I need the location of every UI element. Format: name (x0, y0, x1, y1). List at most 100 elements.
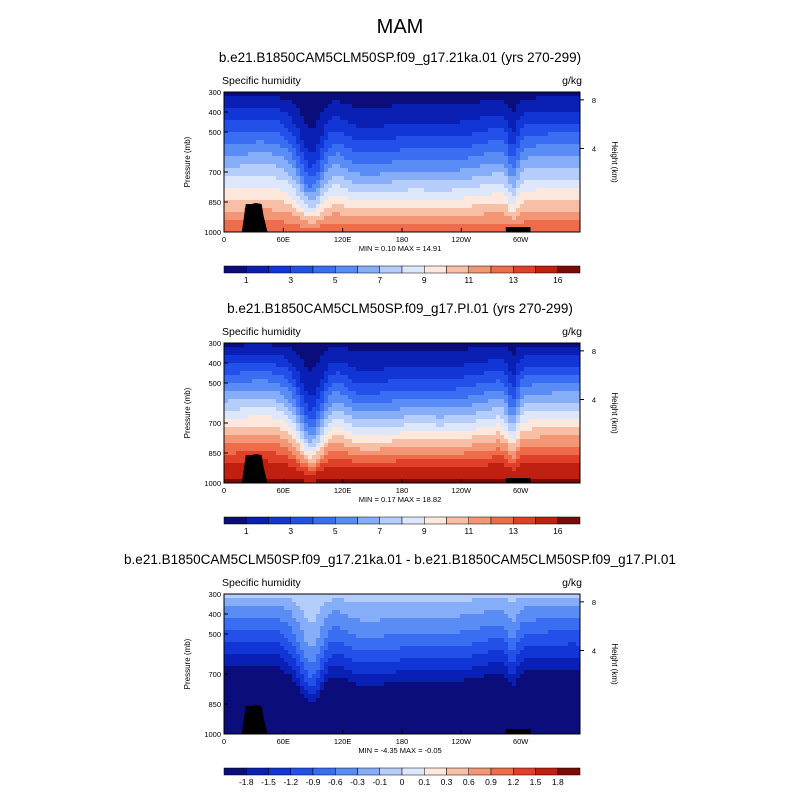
contour-cell (500, 224, 505, 229)
contour-cell (236, 208, 241, 213)
contour-cell (308, 403, 313, 408)
contour-cell (272, 363, 277, 368)
contour-cell (528, 140, 533, 145)
contour-cell (372, 144, 377, 149)
contour-cell (340, 347, 345, 352)
contour-cell (324, 375, 329, 380)
contour-cell (408, 96, 413, 101)
contour-cell (288, 200, 293, 205)
contour-cell (256, 415, 261, 420)
contour-cell (568, 180, 573, 185)
contour-cell (356, 399, 361, 404)
contour-cell (276, 164, 281, 169)
contour-cell (544, 128, 549, 133)
contour-cell (420, 367, 425, 372)
contour-cell (284, 411, 289, 416)
contour-cell (268, 140, 273, 145)
contour-cell (392, 423, 397, 428)
contour-cell (352, 443, 357, 448)
contour-cell (236, 399, 241, 404)
contour-cell (352, 112, 357, 117)
contour-cell (284, 156, 289, 161)
contour-cell (368, 104, 373, 109)
contour-cell (280, 435, 285, 440)
contour-cell (276, 104, 281, 109)
contour-cell (508, 164, 513, 169)
contour-cell (328, 172, 333, 177)
contour-cell (336, 403, 341, 408)
contour-cell (432, 168, 437, 173)
contour-cell (244, 359, 249, 364)
contour-cell (304, 435, 309, 440)
contour-cell (460, 180, 465, 185)
contour-cell (552, 164, 557, 169)
contour-cell (268, 92, 273, 97)
contour-cell (244, 96, 249, 101)
contour-cell (296, 431, 301, 436)
contour-cell (440, 100, 445, 105)
contour-cell (288, 467, 293, 472)
contour-cell (576, 160, 581, 165)
contour-cell (520, 208, 525, 213)
contour-cell (488, 124, 493, 129)
contour-cell (532, 196, 537, 201)
contour-cell (400, 363, 405, 368)
contour-cell (528, 128, 533, 133)
contour-cell (380, 220, 385, 225)
contour-cell (256, 192, 261, 197)
contour-cell (236, 447, 241, 452)
contour-cell (448, 100, 453, 105)
contour-cell (496, 228, 501, 233)
contour-cell (252, 439, 257, 444)
contour-cell (408, 116, 413, 121)
contour-cell (392, 216, 397, 221)
contour-cell (508, 212, 513, 217)
contour-cell (268, 164, 273, 169)
contour-cell (264, 144, 269, 149)
contour-cell (240, 463, 245, 468)
contour-cell (308, 152, 313, 157)
contour-cell (296, 351, 301, 356)
contour-cell (576, 104, 581, 109)
contour-cell (360, 395, 365, 400)
contour-cell (320, 479, 325, 484)
contour-cell (268, 451, 273, 456)
contour-cell (400, 160, 405, 165)
contour-cell (396, 156, 401, 161)
contour-cell (444, 112, 449, 117)
contour-cell (320, 463, 325, 468)
contour-cell (328, 343, 333, 348)
contour-cell (364, 212, 369, 217)
contour-cell (272, 140, 277, 145)
contour-cell (380, 188, 385, 193)
contour-cell (260, 168, 265, 173)
contour-cell (336, 100, 341, 105)
contour-cell (280, 411, 285, 416)
colorbar-label: 3 (288, 275, 293, 285)
contour-cell (420, 443, 425, 448)
contour-cell (236, 435, 241, 440)
contour-cell (264, 387, 269, 392)
contour-cell (368, 355, 373, 360)
contour-cell (308, 212, 313, 217)
contour-cell (272, 423, 277, 428)
contour-cell (316, 168, 321, 173)
contour-cell (540, 92, 545, 97)
contour-cell (304, 108, 309, 113)
contour-cell (400, 200, 405, 205)
contour-cell (272, 347, 277, 352)
contour-cell (528, 148, 533, 153)
contour-cell (360, 415, 365, 420)
contour-cell (348, 156, 353, 161)
contour-cell (484, 108, 489, 113)
contour-cell (304, 152, 309, 157)
contour-cell (424, 463, 429, 468)
contour-cell (420, 168, 425, 173)
contour-cell (456, 140, 461, 145)
contour-cell (224, 156, 229, 161)
contour-cell (536, 132, 541, 137)
contour-cell (400, 431, 405, 436)
contour-cell (424, 431, 429, 436)
contour-cell (424, 132, 429, 137)
contour-cell (476, 188, 481, 193)
